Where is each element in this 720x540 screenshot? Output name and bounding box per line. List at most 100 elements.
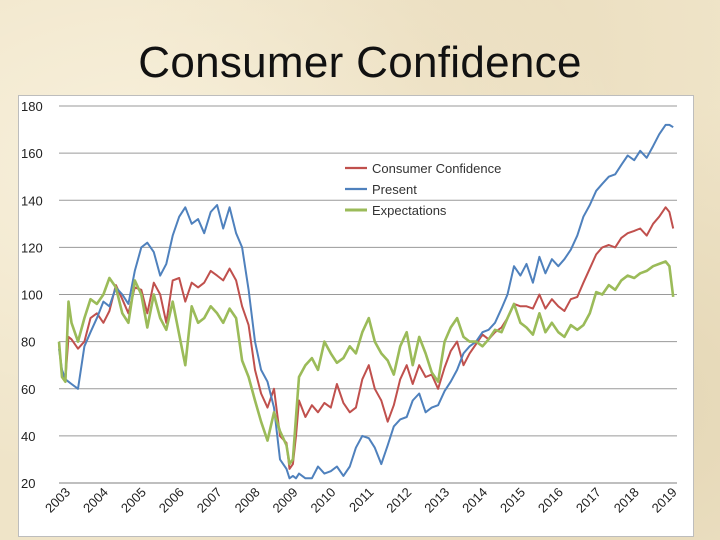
data-point — [127, 322, 129, 324]
data-point — [488, 329, 490, 331]
data-point — [393, 374, 395, 376]
data-point — [311, 357, 313, 359]
data-point — [646, 235, 648, 237]
data-point — [563, 336, 565, 338]
data-point — [526, 305, 528, 307]
data-point — [203, 317, 205, 319]
data-point — [406, 364, 408, 366]
data-point — [267, 407, 269, 409]
data-point — [551, 322, 553, 324]
data-point — [526, 263, 528, 265]
data-point — [292, 463, 294, 465]
data-point — [532, 334, 534, 336]
x-tick-label: 2009 — [270, 485, 301, 516]
data-point — [620, 279, 622, 281]
data-point — [444, 341, 446, 343]
x-tick-label: 2006 — [156, 485, 187, 516]
data-point — [627, 155, 629, 157]
data-point — [254, 400, 256, 402]
data-point — [241, 246, 243, 248]
data-point — [241, 305, 243, 307]
data-point — [614, 173, 616, 175]
data-point — [292, 475, 294, 477]
data-point — [595, 291, 597, 293]
data-point — [437, 381, 439, 383]
data-point — [216, 204, 218, 206]
data-point — [90, 331, 92, 333]
data-point — [488, 338, 490, 340]
data-point — [620, 164, 622, 166]
data-point — [108, 277, 110, 279]
data-point — [601, 246, 603, 248]
data-point — [279, 458, 281, 460]
data-point — [96, 303, 98, 305]
data-point — [229, 308, 231, 310]
slide-title: Consumer Confidence — [138, 38, 582, 87]
data-point — [576, 296, 578, 298]
data-point — [374, 447, 376, 449]
data-point — [463, 364, 465, 366]
data-point — [68, 381, 70, 383]
data-point — [456, 341, 458, 343]
data-point — [77, 341, 79, 343]
data-point — [77, 388, 79, 390]
data-point — [146, 312, 148, 314]
data-point — [361, 435, 363, 437]
data-point — [399, 378, 401, 380]
data-point — [668, 265, 670, 267]
y-tick-label: 80 — [21, 335, 35, 350]
x-tick-label: 2014 — [459, 485, 490, 516]
data-point — [140, 246, 142, 248]
data-point — [229, 206, 231, 208]
data-point — [444, 367, 446, 369]
x-tick-label: 2007 — [194, 485, 225, 516]
data-point — [639, 272, 641, 274]
x-tick-label: 2015 — [497, 485, 528, 516]
data-point — [412, 400, 414, 402]
data-point — [494, 322, 496, 324]
data-point — [463, 352, 465, 354]
x-tick-label: 2017 — [573, 485, 604, 516]
data-point — [601, 183, 603, 185]
data-point — [197, 322, 199, 324]
data-point — [658, 133, 660, 135]
data-point — [222, 322, 224, 324]
data-point — [304, 364, 306, 366]
data-point — [633, 277, 635, 279]
data-point — [336, 362, 338, 364]
data-point — [197, 218, 199, 220]
legend: Consumer Confidence Present Expectations — [345, 161, 501, 218]
data-point — [241, 360, 243, 362]
x-tick-label: 2016 — [535, 485, 566, 516]
data-point — [222, 279, 224, 281]
data-point — [172, 235, 174, 237]
data-point — [614, 246, 616, 248]
data-point — [153, 251, 155, 253]
data-point — [538, 256, 540, 258]
data-point — [544, 308, 546, 310]
y-tick-label: 140 — [21, 193, 43, 208]
data-point — [159, 294, 161, 296]
data-point — [627, 275, 629, 277]
data-point — [482, 331, 484, 333]
data-point — [456, 369, 458, 371]
data-point — [494, 329, 496, 331]
data-point — [178, 216, 180, 218]
data-point — [235, 279, 237, 281]
data-point — [178, 277, 180, 279]
series-line-consumer-confidence — [58, 206, 675, 470]
data-point — [551, 298, 553, 300]
data-point — [399, 418, 401, 420]
data-point — [191, 282, 193, 284]
data-point — [210, 270, 212, 272]
data-point — [595, 190, 597, 192]
data-point — [134, 270, 136, 272]
data-point — [672, 126, 674, 128]
data-point — [83, 317, 85, 319]
data-point — [273, 407, 275, 409]
data-point — [279, 430, 281, 432]
data-point — [203, 232, 205, 234]
data-point — [614, 289, 616, 291]
data-point — [672, 228, 674, 230]
data-point — [115, 286, 117, 288]
